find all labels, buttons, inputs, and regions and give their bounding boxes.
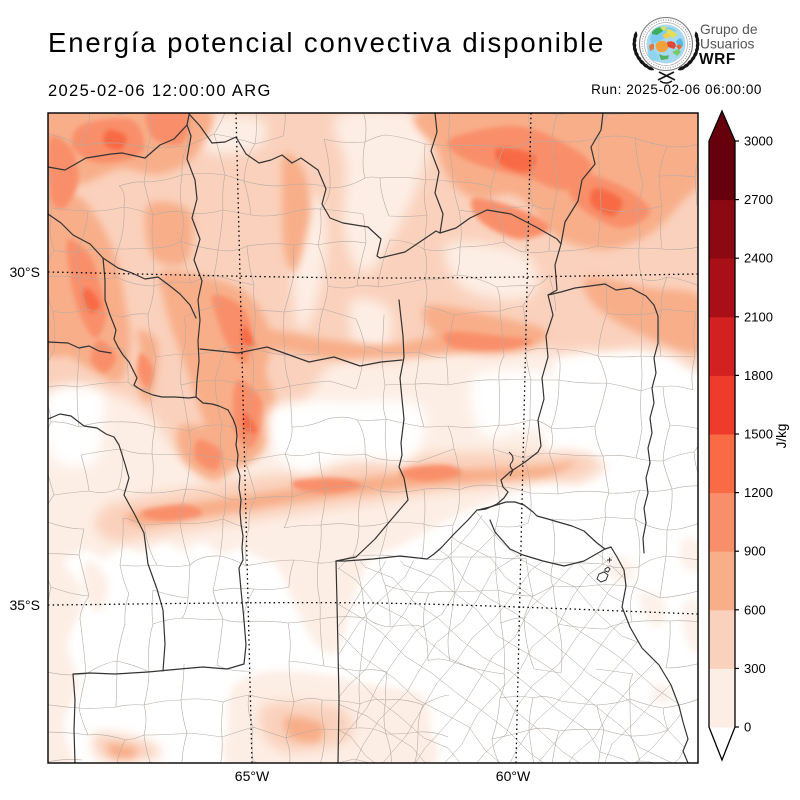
svg-text:Usuarios: Usuarios <box>700 37 755 52</box>
svg-text:2100: 2100 <box>744 309 773 324</box>
svg-text:60°W: 60°W <box>496 768 531 784</box>
svg-text:J/kg: J/kg <box>774 424 789 449</box>
svg-text:Run: 2025-02-06 06:00:00: Run: 2025-02-06 06:00:00 <box>591 82 762 97</box>
svg-text:3000: 3000 <box>744 134 773 149</box>
svg-text:30°S: 30°S <box>9 264 40 280</box>
svg-text:Energía potencial convectiva d: Energía potencial convectiva disponible <box>48 27 605 58</box>
svg-text:1200: 1200 <box>744 485 773 500</box>
svg-text:2700: 2700 <box>744 192 773 207</box>
svg-text:1800: 1800 <box>744 368 773 383</box>
svg-text:0: 0 <box>744 720 751 735</box>
svg-text:WRF: WRF <box>699 51 736 68</box>
svg-text:600: 600 <box>744 602 766 617</box>
svg-text:Grupo de: Grupo de <box>700 22 758 37</box>
svg-text:1500: 1500 <box>744 427 773 442</box>
svg-text:35°S: 35°S <box>9 597 40 613</box>
svg-text:900: 900 <box>744 544 766 559</box>
svg-text:2400: 2400 <box>744 251 773 266</box>
svg-text:65°W: 65°W <box>235 768 270 784</box>
svg-text:2025-02-06 12:00:00 ARG: 2025-02-06 12:00:00 ARG <box>48 82 272 100</box>
svg-text:300: 300 <box>744 661 766 676</box>
